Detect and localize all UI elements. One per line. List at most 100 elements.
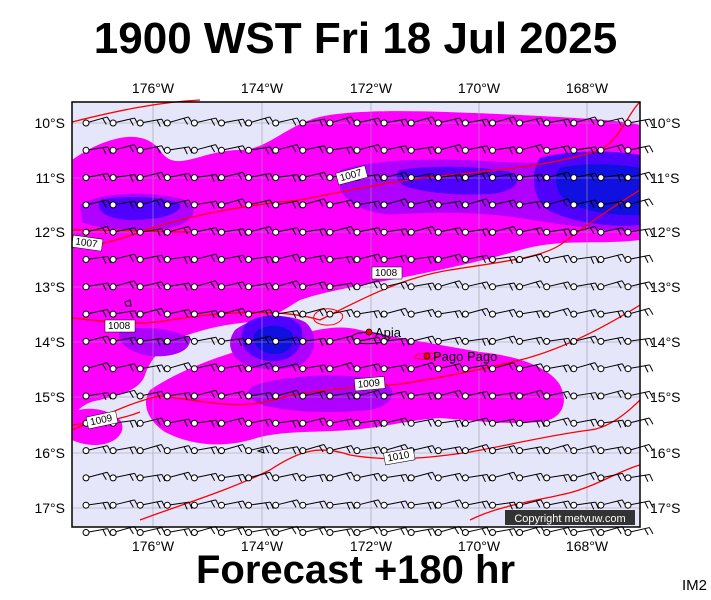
wind-barb	[109, 525, 139, 536]
wind-barb	[434, 472, 464, 482]
wind-barb	[434, 389, 464, 400]
wind-barb	[190, 227, 220, 236]
latitude-label: 13°S	[650, 279, 681, 295]
wind-barb	[82, 309, 112, 318]
wind-barb	[190, 310, 220, 319]
wind-barb	[163, 501, 193, 510]
wind-barb	[163, 335, 193, 345]
wind-barb	[245, 335, 275, 345]
wind-barb	[543, 307, 573, 318]
wind-barb	[190, 144, 220, 154]
wind-barb	[109, 144, 139, 154]
wind-barb	[570, 392, 600, 401]
wind-barb	[163, 172, 193, 182]
wind-barb	[218, 417, 247, 427]
wind-barb	[380, 145, 410, 154]
wind-barb	[407, 335, 437, 345]
wind-barb	[136, 145, 166, 154]
wind-barb	[570, 172, 600, 182]
wind-barb	[163, 199, 193, 209]
wind-barb	[489, 501, 518, 510]
wind-barb	[299, 527, 329, 536]
wind-barb	[489, 471, 518, 482]
wind-barb	[245, 392, 274, 401]
wind-barb	[245, 116, 275, 127]
wind-barb	[353, 200, 383, 209]
wind-barb	[461, 145, 491, 154]
latitude-label: 11°S	[650, 170, 679, 186]
wind-barb	[353, 310, 383, 319]
wind-barb	[326, 146, 356, 155]
wind-barb	[136, 444, 166, 455]
wind-barb	[136, 337, 166, 346]
wind-barb	[272, 200, 302, 209]
wind-barb	[326, 309, 356, 318]
wind-barb	[597, 472, 627, 482]
wind-barb	[218, 527, 247, 536]
wind-barb	[136, 171, 166, 182]
wind-barb	[326, 471, 356, 482]
wind-barb	[109, 310, 139, 319]
wind-barb	[136, 527, 166, 536]
wind-barb	[245, 172, 274, 182]
wind-barb	[218, 145, 247, 154]
wind-barb	[245, 445, 274, 455]
wind-barb	[353, 117, 383, 127]
wind-barb	[272, 419, 301, 428]
wind-barb	[272, 117, 302, 127]
wind-barb	[326, 501, 356, 510]
wind-barb	[407, 146, 437, 155]
wind-barb	[461, 228, 491, 237]
wind-barb	[272, 174, 301, 183]
latitude-label: 16°S	[650, 445, 681, 461]
wind-barb	[353, 499, 383, 509]
wind-barb	[299, 145, 329, 154]
wind-barb	[136, 500, 166, 509]
wind-barb	[624, 118, 654, 127]
wind-barb	[624, 364, 654, 373]
wind-barb	[272, 499, 302, 509]
latitude-label: 15°S	[34, 389, 65, 405]
wind-barb	[109, 174, 139, 183]
wind-barb	[163, 282, 193, 291]
wind-barb	[82, 255, 112, 264]
wind-barb	[543, 145, 573, 154]
page-title: 1900 WST Fri 18 Jul 2025	[93, 14, 618, 63]
wind-barb	[434, 336, 464, 345]
latitude-label: 14°S	[34, 334, 65, 350]
wind-barb	[597, 389, 627, 400]
wind-barb	[163, 146, 193, 155]
latitude-label: 10°S	[34, 115, 65, 131]
wind-barb	[407, 172, 437, 182]
place-label-apia: Apia	[375, 325, 402, 340]
wind-barb	[624, 198, 654, 209]
wind-barb	[299, 500, 329, 509]
wind-barb	[353, 280, 383, 291]
isobar-label: 1008	[375, 268, 398, 279]
wind-barb	[380, 254, 410, 263]
wind-barb	[624, 171, 654, 182]
wind-barb	[136, 281, 166, 291]
wind-barb	[516, 525, 546, 536]
wind-barb	[516, 144, 546, 154]
wind-barb	[489, 255, 518, 264]
wind-barb	[82, 226, 112, 236]
wind-barb	[299, 228, 329, 237]
wind-barb	[326, 335, 356, 345]
wind-barb	[597, 363, 627, 373]
latitude-labels-left: 10°S 11°S 12°S 13°S 14°S 15°S 16°S 17°S	[34, 115, 65, 516]
wind-barb	[489, 445, 518, 455]
wind-barb	[109, 253, 139, 263]
wind-barb	[624, 527, 654, 536]
wind-barb	[516, 174, 545, 183]
wind-barb	[326, 528, 356, 537]
wind-barb	[326, 445, 356, 455]
latitude-label: 12°S	[34, 224, 65, 240]
wind-barb	[326, 255, 356, 264]
wind-barb	[570, 471, 600, 482]
wind-barb	[570, 335, 600, 345]
longitude-label: 176°W	[132, 80, 175, 96]
wind-barb	[407, 309, 437, 318]
wind-barb	[489, 528, 518, 537]
longitude-label: 172°W	[350, 80, 393, 96]
